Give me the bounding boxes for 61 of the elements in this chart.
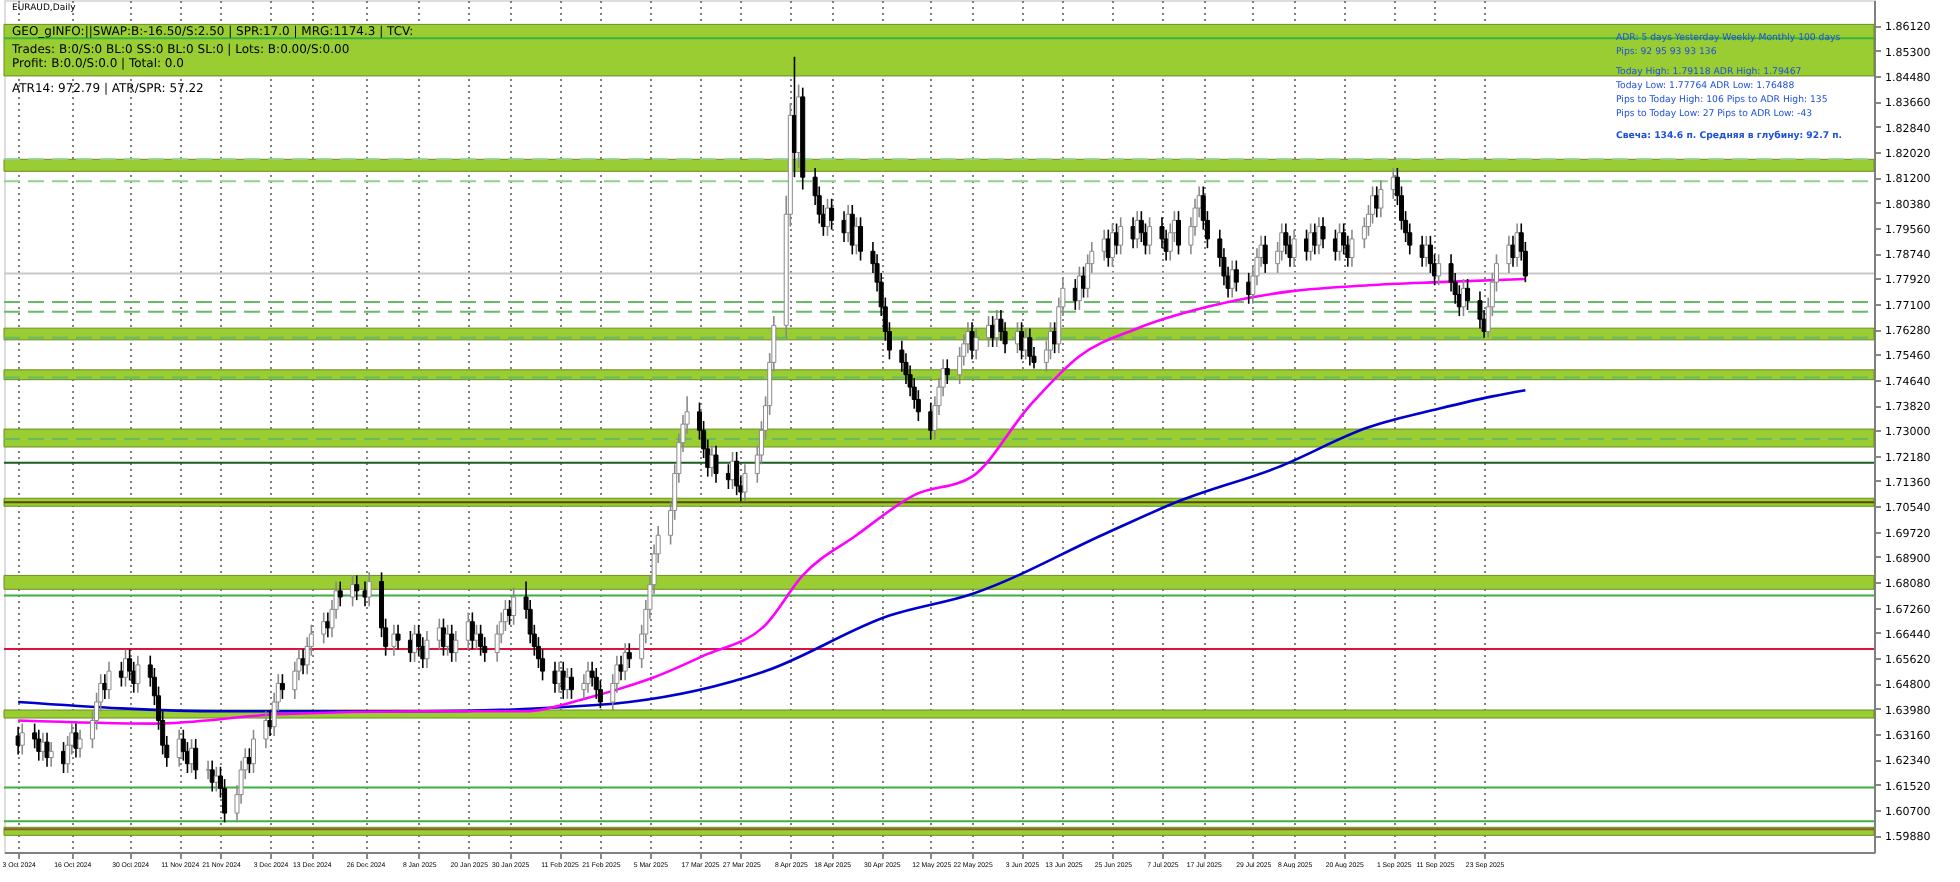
candlestick — [135, 654, 141, 694]
candlestick — [1233, 259, 1239, 293]
line-series — [16, 388, 1527, 713]
candlestick — [1465, 278, 1471, 311]
candlestick — [841, 210, 847, 243]
candlestick — [300, 648, 306, 675]
candlestick — [337, 580, 343, 608]
candlestick — [618, 654, 624, 682]
candlestick — [593, 667, 599, 700]
candlestick — [944, 358, 950, 385]
candlestick — [626, 642, 632, 669]
candlestick — [106, 661, 112, 700]
candlestick — [15, 725, 21, 756]
candlestick — [424, 630, 430, 669]
candlestick — [321, 611, 327, 645]
candlestick — [1477, 290, 1483, 330]
candlestick — [77, 728, 83, 759]
candlestick — [1134, 210, 1140, 249]
candlestick — [1147, 216, 1153, 256]
line-series — [16, 277, 1527, 725]
candlestick — [1378, 179, 1384, 219]
candlestick — [734, 451, 740, 496]
candlestick — [1027, 327, 1033, 367]
candlestick — [267, 710, 273, 737]
candlestick — [1320, 216, 1326, 249]
candlestick — [1130, 216, 1136, 249]
candlestick — [48, 741, 54, 768]
candlestick — [205, 759, 211, 780]
candlestick — [251, 728, 257, 774]
candlestick — [568, 667, 574, 700]
candlestick — [453, 630, 459, 663]
candlestick — [1506, 235, 1512, 274]
candlestick — [1349, 228, 1355, 268]
candlestick — [395, 624, 401, 651]
candlestick — [474, 624, 479, 651]
candlestick — [449, 624, 455, 663]
candlestick — [362, 580, 368, 608]
candlestick — [973, 327, 979, 361]
candlestick — [209, 759, 215, 793]
candlestick — [1262, 235, 1268, 274]
candlestick — [279, 673, 285, 700]
candlestick — [1316, 216, 1322, 256]
candlestick — [622, 642, 628, 682]
candlestick — [1076, 265, 1082, 311]
candlestick — [1176, 210, 1182, 256]
candlestick — [1436, 253, 1442, 287]
candlestick — [391, 624, 397, 657]
candlestick — [858, 216, 864, 262]
candlestick — [325, 611, 331, 638]
candlestick — [193, 738, 199, 780]
candlestick — [478, 624, 484, 657]
candlestick — [354, 574, 360, 601]
candlestick — [585, 661, 591, 694]
candlestick — [44, 732, 50, 768]
candlestick — [1419, 235, 1425, 268]
candlestick — [350, 574, 356, 608]
candlestick — [118, 661, 124, 688]
candlestick — [713, 444, 719, 484]
candlestick — [213, 766, 219, 793]
candlestick — [829, 198, 835, 231]
candlestick — [1118, 216, 1124, 256]
